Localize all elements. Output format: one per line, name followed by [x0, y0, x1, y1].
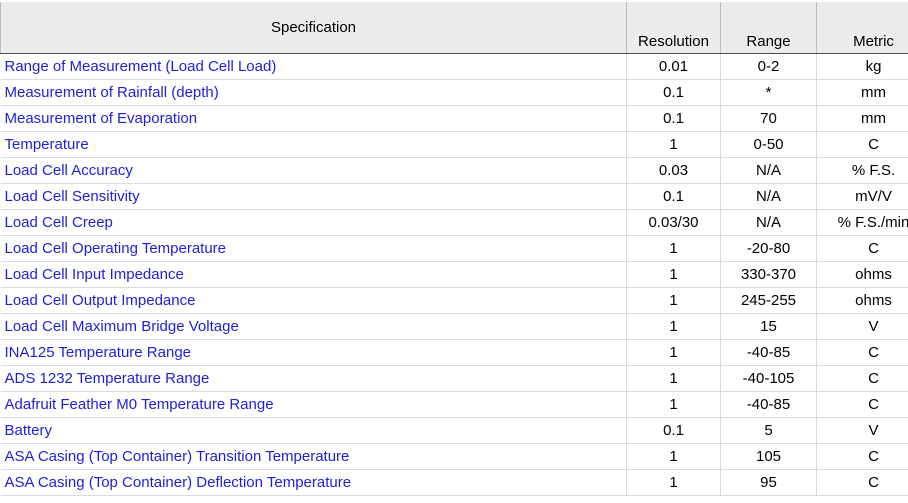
cell-resolution[interactable]: 0.1 — [626, 417, 721, 444]
cell-specification[interactable]: Load Cell Maximum Bridge Voltage — [0, 313, 627, 340]
cell-range[interactable]: 5 — [720, 417, 817, 444]
cell-resolution[interactable]: 1 — [626, 339, 721, 366]
header-row: Specification Resolution Range Metric — [0, 2, 908, 54]
table-row: Measurement of Evaporation 0.1 70 mm — [0, 105, 908, 132]
cell-resolution[interactable]: 1 — [626, 235, 721, 262]
cell-specification[interactable]: Adafruit Feather M0 Temperature Range — [0, 391, 627, 418]
table-row: Load Cell Output Impedance 1 245-255 ohms — [0, 287, 908, 314]
cell-range[interactable]: 330-370 — [720, 261, 817, 288]
cell-range[interactable]: -40-85 — [720, 391, 817, 418]
table-row: ASA Casing (Top Container) Transition Te… — [0, 443, 908, 470]
table-row: Load Cell Creep 0.03/30 N/A% F.S./min — [0, 209, 908, 236]
cell-metric[interactable]: mm — [816, 79, 908, 106]
cell-range[interactable]: 70 — [720, 105, 817, 132]
cell-range[interactable]: 0-50 — [720, 131, 817, 158]
cell-resolution[interactable]: 0.1 — [626, 105, 721, 132]
cell-resolution[interactable]: 1 — [626, 365, 721, 392]
cell-specification[interactable]: Load Cell Operating Temperature — [0, 235, 627, 262]
cell-range[interactable]: -40-105 — [720, 365, 817, 392]
cell-resolution[interactable]: 0.1 — [626, 183, 721, 210]
cell-metric[interactable]: mm — [816, 105, 908, 132]
header-range[interactable]: Range — [720, 2, 817, 54]
cell-resolution[interactable]: 0.03/30 — [626, 209, 721, 236]
cell-range[interactable]: * — [720, 79, 817, 106]
cell-metric[interactable]: C — [816, 391, 908, 418]
cell-specification[interactable]: Load Cell Creep — [0, 209, 627, 236]
cell-resolution[interactable]: 1 — [626, 261, 721, 288]
cell-specification[interactable]: Temperature — [0, 131, 627, 158]
cell-specification[interactable]: Range of Measurement (Load Cell Load) — [0, 53, 627, 80]
table-body: Range of Measurement (Load Cell Load) 0.0… — [0, 53, 908, 496]
header-metric[interactable]: Metric — [816, 2, 908, 54]
cell-resolution[interactable]: 1 — [626, 313, 721, 340]
cell-resolution[interactable]: 0.01 — [626, 53, 721, 80]
cell-specification[interactable]: ASA Casing (Top Container) Transition Te… — [0, 443, 627, 470]
cell-metric[interactable]: C — [816, 339, 908, 366]
header-specification[interactable]: Specification — [0, 2, 627, 54]
cell-metric[interactable]: C — [816, 235, 908, 262]
cell-specification[interactable]: Load Cell Input Impedance — [0, 261, 627, 288]
table-row: Load Cell Input Impedance 1 330-370 ohms — [0, 261, 908, 288]
cell-specification[interactable]: Measurement of Evaporation — [0, 105, 627, 132]
table-row: Measurement of Rainfall (depth) 0.1 * mm — [0, 79, 908, 106]
table-row: ADS 1232 Temperature Range 1 -40-105 C — [0, 365, 908, 392]
cell-range[interactable]: 95 — [720, 469, 817, 496]
cell-range[interactable]: N/A — [720, 183, 817, 210]
table-row: Adafruit Feather M0 Temperature Range 1 -4… — [0, 391, 908, 418]
table-row: INA125 Temperature Range 1 -40-85 C — [0, 339, 908, 366]
cell-specification[interactable]: Battery — [0, 417, 627, 444]
cell-specification[interactable]: ADS 1232 Temperature Range — [0, 365, 627, 392]
cell-range[interactable]: 245-255 — [720, 287, 817, 314]
cell-resolution[interactable]: 1 — [626, 391, 721, 418]
cell-specification[interactable]: Load Cell Accuracy — [0, 157, 627, 184]
table-row: Load Cell Accuracy 0.03 N/A% F.S. — [0, 157, 908, 184]
cell-resolution[interactable]: 1 — [626, 443, 721, 470]
cell-metric[interactable]: C — [816, 365, 908, 392]
cell-range[interactable]: 15 — [720, 313, 817, 340]
cell-resolution[interactable]: 1 — [626, 469, 721, 496]
cell-specification[interactable]: Load Cell Sensitivity — [0, 183, 627, 210]
cell-metric[interactable]: C — [816, 131, 908, 158]
cell-metric[interactable]: mV/V — [816, 183, 908, 210]
cell-metric[interactable]: % F.S. — [816, 157, 908, 184]
cell-metric[interactable]: ohms — [816, 261, 908, 288]
table-row: Range of Measurement (Load Cell Load) 0.0… — [0, 53, 908, 80]
cell-metric[interactable]: ohms — [816, 287, 908, 314]
table-row: Battery 0.1 5 V — [0, 417, 908, 444]
cell-metric[interactable]: V — [816, 313, 908, 340]
cell-resolution[interactable]: 0.03 — [626, 157, 721, 184]
table-row: Load Cell Maximum Bridge Voltage 1 15 V — [0, 313, 908, 340]
cell-specification[interactable]: Measurement of Rainfall (depth) — [0, 79, 627, 106]
table-row: ASA Casing (Top Container) Deflection Te… — [0, 469, 908, 496]
cell-range[interactable]: 0-2 — [720, 53, 817, 80]
cell-range[interactable]: N/A — [720, 157, 817, 184]
cell-resolution[interactable]: 1 — [626, 131, 721, 158]
cell-range[interactable]: 105 — [720, 443, 817, 470]
cell-specification[interactable]: Load Cell Output Impedance — [0, 287, 627, 314]
table-row: Load Cell Sensitivity 0.1 N/A mV/V — [0, 183, 908, 210]
cell-metric[interactable]: kg — [816, 53, 908, 80]
table-row: Load Cell Operating Temperature 1 -20-80 C — [0, 235, 908, 262]
cell-specification[interactable]: INA125 Temperature Range — [0, 339, 627, 366]
cell-specification[interactable]: ASA Casing (Top Container) Deflection Te… — [0, 469, 627, 496]
table-row: Temperature 1 0-50 C — [0, 131, 908, 158]
cell-metric[interactable]: C — [816, 443, 908, 470]
cell-resolution[interactable]: 0.1 — [626, 79, 721, 106]
cell-metric[interactable]: V — [816, 417, 908, 444]
cell-range[interactable]: N/A — [720, 209, 817, 236]
cell-range[interactable]: -40-85 — [720, 339, 817, 366]
cell-range[interactable]: -20-80 — [720, 235, 817, 262]
cell-resolution[interactable]: 1 — [626, 287, 721, 314]
header-resolution[interactable]: Resolution — [626, 2, 721, 54]
cell-metric[interactable]: % F.S./min — [816, 209, 908, 236]
cell-metric[interactable]: C — [816, 469, 908, 496]
